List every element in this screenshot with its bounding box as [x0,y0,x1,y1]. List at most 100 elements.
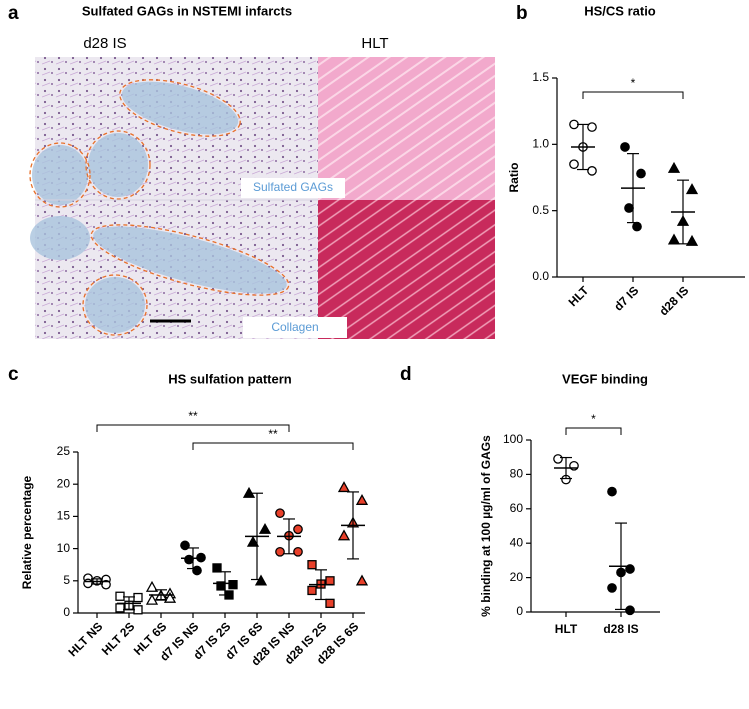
panel-title: Sulfated GAGs in NSTEMI infarcts [82,3,292,18]
stain-label: Sulfated GAGs [253,180,333,194]
y-tick-label: 100 [503,432,523,446]
error-bar [277,518,301,555]
significance-label: * [591,412,596,426]
y-tick-label: 15 [57,509,71,523]
data-point [145,593,159,605]
data-point [624,203,634,213]
data-point [115,603,125,613]
data-point [625,605,635,616]
y-tick-label: 0 [63,605,70,619]
gag-regions [30,81,287,333]
error-bar [213,571,237,596]
significance-bracket [192,442,354,450]
data-point [133,605,143,615]
data-point [307,560,317,570]
stain-label-box [243,317,347,338]
significance-bracket [96,424,290,432]
y-tick-label: 80 [510,467,524,481]
x-tick-label: d7 IS [611,283,641,313]
chart-panel: c HS sulfation pattern Relative percentage… [8,364,369,669]
error-bar [149,589,173,601]
data-point [569,119,579,130]
data-point [163,591,177,603]
x-tick-label: d28 IS [656,283,691,318]
error-bar [245,492,269,581]
y-tick-label: 20 [510,570,524,584]
y-tick-label: 0 [516,604,523,618]
x-tick-label: HLT NS [65,619,105,659]
x-tick-label: HLT [555,622,578,636]
data-point [337,481,351,493]
data-point [275,546,285,557]
panel-a: a Sulfated GAGs in NSTEMI infarcts d28 I… [8,3,495,339]
x-tick-label: d28 IS [603,622,638,636]
panel-letter: b [516,3,528,24]
data-point [115,591,125,601]
significance-label: ** [268,427,278,441]
significance-label: ** [188,409,198,423]
error-bar [671,179,695,245]
error-bar [181,547,205,570]
y-axis-label: Ratio [507,163,521,193]
data-point [607,583,617,593]
y-tick-label: 5 [63,573,70,587]
data-point [607,486,617,497]
panel-letter: c [8,364,19,385]
y-tick-label: 60 [510,501,524,515]
data-point [258,522,272,534]
data-point [337,529,351,541]
data-point [685,183,699,195]
histology-image [318,57,495,200]
data-point [192,565,202,576]
data-point [685,234,699,246]
y-tick-label: 20 [57,476,71,490]
y-tick-label: 0.0 [532,269,549,283]
column-label: d28 IS [83,35,126,52]
data-point [632,221,642,232]
data-point [293,524,303,535]
panel-title: VEGF binding [562,371,648,386]
region-outlines [29,79,290,336]
y-tick-label: 40 [510,535,524,549]
data-point [293,546,303,557]
error-bar [341,491,365,560]
y-tick-label: 1.0 [532,137,549,151]
data-point [184,554,194,565]
data-point [83,578,93,589]
data-point [228,580,238,590]
panel-letter: d [400,364,412,385]
y-tick-label: 0.5 [532,203,549,217]
significance-bracket [582,91,684,99]
data-point [101,579,111,590]
data-point [325,576,335,586]
y-tick-label: 10 [57,541,71,555]
error-bar [554,456,578,480]
histology-image [318,200,495,339]
y-axis-label: Relative percentage [20,475,34,589]
data-point [307,585,317,596]
x-tick-label: HLT 2S [99,619,138,658]
stain-label-box [241,178,345,198]
panel-title: HS sulfation pattern [168,371,292,386]
y-tick-label: 1.5 [532,70,549,84]
significance-bracket [565,427,622,435]
error-bar [621,153,645,224]
data-point [355,574,369,586]
data-point [212,563,222,573]
data-point [553,454,563,464]
data-point [145,580,159,592]
data-point [275,508,285,519]
data-point [667,161,681,173]
error-bar [609,522,633,611]
error-bar [85,578,109,585]
y-tick-label: 25 [57,444,71,458]
panel-letter: a [8,3,19,24]
data-point [246,535,260,547]
data-point [254,574,268,586]
chart-panel: d VEGF binding % binding at 100 µg/ml of G… [400,364,660,636]
significance-label: * [631,76,636,90]
panel-title: HS/CS ratio [584,3,656,18]
error-bar [571,123,595,171]
